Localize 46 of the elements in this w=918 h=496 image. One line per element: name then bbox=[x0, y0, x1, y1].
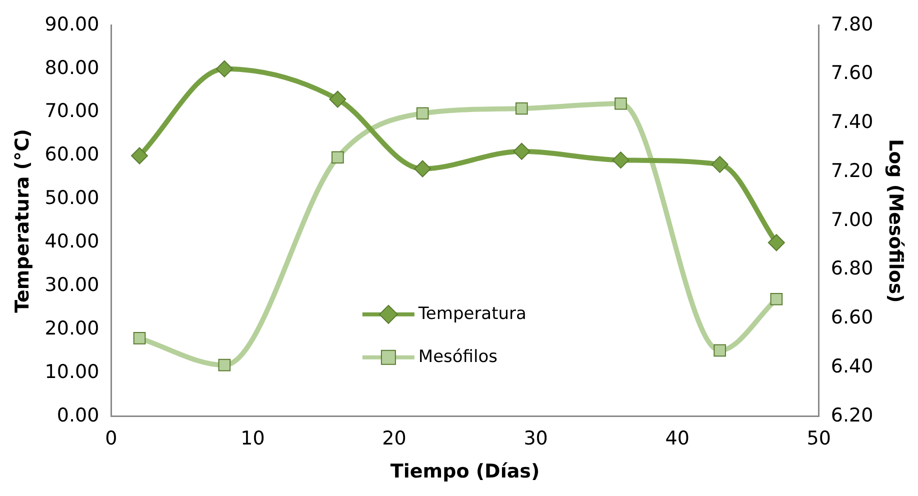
y2-tick-label: 7.20 bbox=[830, 160, 874, 182]
point bbox=[711, 156, 728, 173]
point bbox=[612, 152, 630, 169]
legend-label: Mesófilos bbox=[418, 346, 498, 367]
point bbox=[513, 142, 530, 160]
y2-tick-label: 6.60 bbox=[830, 306, 874, 329]
y-tick-label: 70.00 bbox=[44, 100, 100, 122]
legend-label: Temperatura bbox=[417, 304, 526, 324]
y2-tick-label: 7.00 bbox=[830, 208, 874, 231]
x-tick-label: 50 bbox=[806, 428, 831, 450]
point bbox=[332, 151, 344, 164]
y-tick-label: 80.00 bbox=[44, 56, 100, 79]
point bbox=[133, 332, 146, 344]
y-tick-label: 40.00 bbox=[44, 230, 100, 253]
y2-tick-label: 6.20 bbox=[830, 404, 874, 426]
y-tick-label: 60.00 bbox=[44, 144, 100, 166]
point bbox=[218, 358, 231, 372]
point bbox=[770, 292, 783, 306]
y2-tick-label: 7.80 bbox=[830, 13, 874, 36]
point bbox=[414, 160, 432, 178]
point bbox=[216, 60, 233, 78]
y-tick-label: 50.00 bbox=[44, 187, 100, 210]
y2-tick-label: 7.60 bbox=[830, 62, 874, 84]
x-tick-label: 30 bbox=[524, 428, 548, 450]
point bbox=[768, 234, 785, 252]
point bbox=[614, 97, 627, 110]
point bbox=[516, 102, 528, 115]
y2-tick-label: 7.40 bbox=[830, 111, 874, 134]
y-tick-label: 90.00 bbox=[44, 13, 100, 36]
point bbox=[131, 147, 148, 164]
y-tick-label: 10.00 bbox=[44, 360, 100, 383]
x-tick-label: 0 bbox=[105, 428, 118, 450]
y-tick-label: 30.00 bbox=[44, 274, 100, 296]
point bbox=[416, 107, 429, 120]
x-tick-label: 10 bbox=[240, 428, 265, 450]
y2-tick-label: 6.80 bbox=[830, 258, 874, 280]
y2-tick-label: 6.40 bbox=[830, 355, 874, 378]
y-tick-label: 0.00 bbox=[56, 404, 100, 426]
y2-axis-title: Log (Mesófilos) bbox=[884, 138, 907, 303]
point bbox=[714, 344, 726, 357]
y-tick-label: 20.00 bbox=[44, 317, 100, 340]
y-axis-title: Temperatura (°C) bbox=[11, 128, 34, 313]
point bbox=[329, 90, 346, 108]
x-tick-label: 40 bbox=[665, 428, 690, 450]
x-axis-title: Tiempo (Días) bbox=[390, 460, 540, 483]
x-tick-label: 20 bbox=[382, 428, 406, 450]
